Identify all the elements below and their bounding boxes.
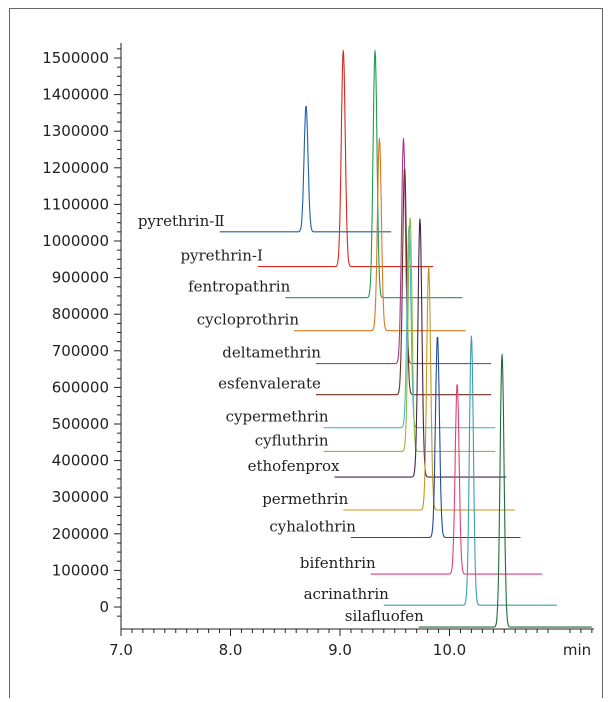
y-tick-label: 700000	[52, 342, 109, 360]
y-tick-label: 1100000	[42, 195, 109, 213]
x-axis-ticks: 7.0 8.0 9.0 10.0	[109, 629, 466, 659]
series-label: permethrin	[262, 490, 348, 508]
trace-cycloprothrin	[293, 137, 466, 332]
series-label: cypermethrin	[226, 408, 329, 426]
y-tick-label: 400000	[52, 452, 109, 470]
series-label: cycloprothrin	[197, 311, 300, 329]
trace-cyfluthrin	[323, 218, 496, 452]
x-tick-label: 10.0	[433, 641, 466, 659]
trace-ethofenprox	[334, 218, 507, 478]
series-label: silafluofen	[345, 607, 424, 625]
trace-pyrethrin-	[219, 105, 392, 233]
y-tick-label: 200000	[52, 525, 109, 543]
y-tick-label: 1300000	[42, 122, 109, 140]
trace-deltamethrin	[315, 137, 492, 365]
y-tick-label: 100000	[52, 561, 109, 579]
series-labels: pyrethrin-Ⅱ pyrethrin-Ⅰ fentropathrin cyclo…	[138, 212, 424, 625]
trace-fentropathrin	[285, 50, 463, 299]
trace-pyrethrin-	[257, 50, 434, 268]
y-tick-label: 1500000	[42, 49, 109, 67]
series-label: pyrethrin-Ⅱ	[138, 212, 225, 230]
trace-cyhalothrin	[350, 336, 521, 539]
y-tick-label: 500000	[52, 415, 109, 433]
trace-acrinathrin	[383, 335, 557, 606]
chromatogram-chart: 0 100000 200000 300000 400000 500000 600000 700…	[42, 43, 594, 659]
y-tick-label: 900000	[52, 269, 109, 287]
series-label: esfenvalerate	[218, 375, 321, 393]
series-label: cyfluthrin	[255, 431, 329, 449]
x-axis-label: min	[563, 641, 591, 659]
traces	[219, 50, 592, 628]
trace-esfenvalerate	[315, 168, 492, 396]
chart-frame: 0 100000 200000 300000 400000 500000 600000 700…	[9, 8, 603, 698]
series-label: deltamethrin	[222, 344, 321, 362]
trace-silafluofen	[418, 353, 592, 628]
series-label: ethofenprox	[248, 457, 340, 475]
x-tick-label: 8.0	[219, 641, 243, 659]
series-label: fentropathrin	[188, 278, 291, 296]
x-tick-label: 7.0	[109, 641, 133, 659]
trace-permethrin	[343, 266, 516, 511]
y-axis-ticks: 0 100000 200000 300000 400000 500000 600000 700…	[42, 49, 121, 616]
series-label: acrinathrin	[304, 585, 390, 603]
y-tick-label: 1200000	[42, 159, 109, 177]
x-tick-label: 9.0	[328, 641, 352, 659]
series-label: pyrethrin-Ⅰ	[180, 247, 263, 265]
series-label: cyhalothrin	[269, 517, 356, 535]
y-tick-label: 0	[99, 598, 109, 616]
y-tick-label: 300000	[52, 488, 109, 506]
y-tick-label: 1400000	[42, 86, 109, 104]
minor-ticks	[117, 48, 593, 633]
y-tick-label: 1000000	[42, 232, 109, 250]
y-tick-label: 600000	[52, 378, 109, 396]
trace-bifenthrin	[370, 384, 543, 575]
y-tick-label: 800000	[52, 305, 109, 323]
series-label: bifenthrin	[300, 554, 376, 572]
